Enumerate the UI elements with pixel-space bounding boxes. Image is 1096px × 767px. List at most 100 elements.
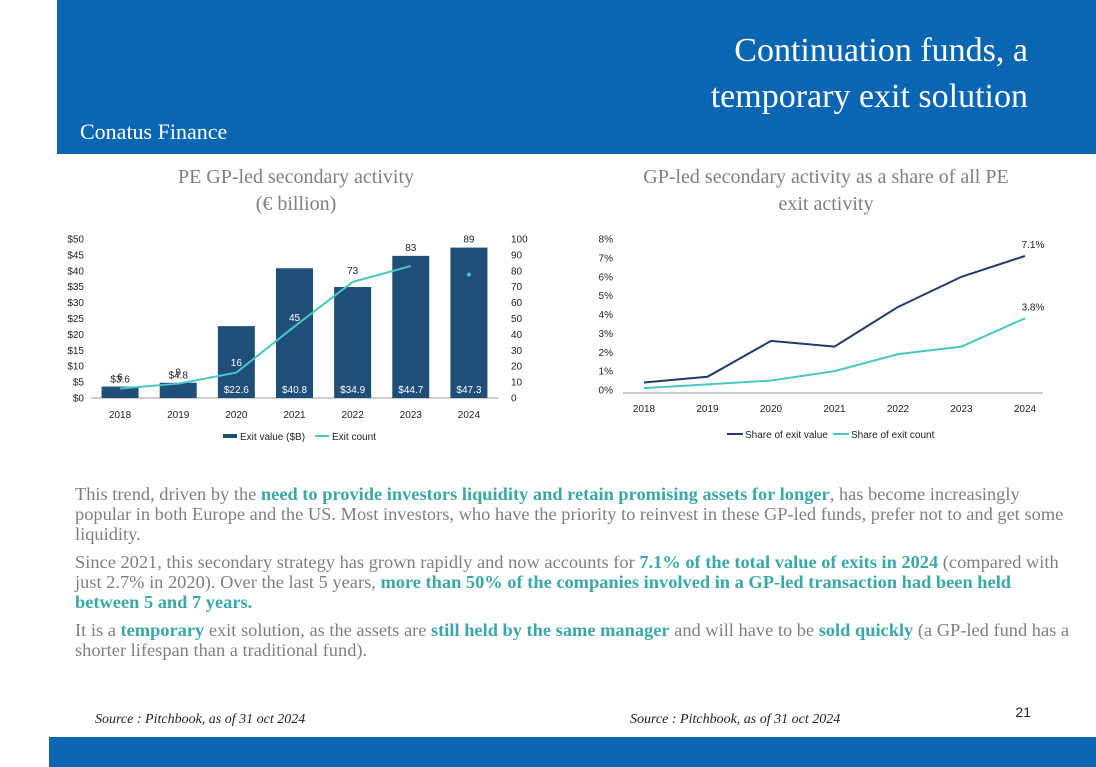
chart1-title-line-1: PE GP-led secondary activity — [177, 166, 415, 188]
text-segment: and will have to be — [669, 620, 819, 640]
y-tick-label: 2% — [599, 348, 614, 359]
x-tick-label: 2020 — [760, 404, 783, 415]
legend-label-exit-value: Exit value ($B) — [240, 432, 305, 443]
y-right-tick-label: 60 — [511, 298, 523, 309]
text-segment: It is a — [75, 620, 121, 640]
chart-exit-value-count: $0 $5 $10 $15 $20 $25 $30 $35 $40 $45 $50 0 10 20 30 40… — [67, 235, 528, 444]
y-left-tick-label: $30 — [67, 298, 84, 309]
bar-data-label: $47.3 — [456, 385, 481, 396]
highlight-text: 7.1% of the total value of exits in 2024 — [639, 552, 939, 572]
y-left-tick-label: $45 — [67, 250, 84, 261]
y-left-tick-label: $5 — [73, 378, 85, 389]
y-tick-label: 7% — [599, 253, 614, 264]
chart2-title-line-2: exit activity — [778, 193, 874, 215]
slide-title-line-1: Continuation funds, a — [734, 32, 1028, 69]
highlight-text: more than 50% of the companies involved … — [75, 572, 1012, 612]
bar — [276, 268, 313, 398]
x-tick-label: 2018 — [633, 404, 656, 415]
bar-data-label: $3.6 — [110, 375, 130, 386]
brand-name: Conatus Finance — [80, 119, 228, 144]
chart1-title: PE GP-led secondary activity (€ billion) — [96, 164, 496, 218]
highlight-text: sold quickly — [818, 620, 914, 640]
y-right-tick-label: 20 — [511, 362, 523, 373]
bar — [101, 386, 139, 398]
x-tick-label: 2022 — [342, 410, 365, 421]
paragraph-1: This trend, driven by the need to provid… — [75, 484, 1075, 544]
y-tick-label: 3% — [599, 329, 614, 340]
exit-count-label: 73 — [347, 266, 359, 277]
y-left-tick-label: $50 — [67, 235, 84, 246]
x-tick-label: 2023 — [950, 404, 973, 415]
y-left-tick-label: $40 — [67, 266, 84, 277]
chart1-title-line-2: (€ billion) — [255, 193, 337, 215]
exit-count-label: 16 — [231, 358, 243, 369]
x-tick-label: 2024 — [458, 410, 481, 421]
y-right-tick-label: 0 — [511, 394, 517, 405]
exit-count-label: 83 — [405, 243, 417, 254]
source-note-right: Source : Pitchbook, as of 31 oct 2024 — [630, 712, 841, 727]
legend-label-exit-count: Exit count — [332, 432, 376, 443]
series-end-label: 7.1% — [1022, 240, 1045, 251]
legend-label-share-count: Share of exit count — [851, 430, 935, 441]
x-tick-label: 2024 — [1014, 404, 1037, 415]
x-tick-label: 2023 — [400, 410, 423, 421]
y-right-tick-label: 100 — [511, 235, 528, 246]
x-tick-label: 2020 — [225, 410, 248, 421]
y-right-tick-label: 80 — [511, 266, 523, 277]
y-left-tick-label: $25 — [67, 314, 84, 325]
slide-title-line-2: temporary exit solution — [710, 78, 1028, 115]
bar — [159, 382, 197, 398]
highlight-text: need to provide investors liquidity and … — [260, 484, 830, 504]
text-segment: (a GP-led fund has a shorter lifespan th… — [75, 620, 1070, 660]
paragraph-3: It is a temporary exit solution, as the … — [75, 620, 1075, 660]
bar-data-label: $4.8 — [168, 371, 188, 382]
y-tick-label: 0% — [599, 386, 614, 397]
bar-data-label: $40.8 — [282, 385, 307, 396]
x-tick-label: 2022 — [887, 404, 910, 415]
exit-count-label: 45 — [289, 313, 301, 324]
y-tick-label: 4% — [599, 310, 614, 321]
bar — [450, 247, 488, 398]
y-right-tick-label: 40 — [511, 330, 523, 341]
exit-count-label: 6 — [117, 372, 123, 383]
x-tick-label: 2021 — [283, 410, 306, 421]
exit-count-line — [119, 265, 412, 390]
y-left-tick-label: $35 — [67, 282, 84, 293]
chart2-title-line-1: GP-led secondary activity as a share of … — [643, 166, 1009, 188]
y-tick-label: 5% — [599, 291, 614, 302]
body-text: This trend, driven by the need to provid… — [75, 484, 1075, 668]
x-tick-label: 2021 — [823, 404, 846, 415]
footer-band — [49, 737, 1096, 767]
legend-label-share-value: Share of exit value — [745, 430, 828, 441]
x-tick-label: 2019 — [167, 410, 190, 421]
share-of-exit-value-line — [643, 255, 1026, 384]
highlight-text: still held by the same manager — [431, 620, 670, 640]
header-band: Continuation funds, a temporary exit sol… — [57, 0, 1096, 154]
highlight-text: temporary — [120, 620, 205, 640]
text-segment: (compared with just 2.7% in 2020). Over … — [75, 552, 1059, 592]
text-segment: Since 2021, this secondary strategy has … — [75, 552, 640, 572]
paragraph-2: Since 2021, this secondary strategy has … — [75, 552, 1075, 612]
bar-data-label: $34.9 — [340, 385, 365, 396]
bar-data-label: $22.6 — [224, 385, 249, 396]
exit-count-label: 89 — [463, 235, 475, 246]
exit-count-label: 9 — [175, 368, 181, 379]
y-tick-label: 6% — [599, 272, 614, 283]
y-right-tick-label: 90 — [511, 250, 523, 261]
bar — [392, 255, 430, 398]
page-number: 21 — [1015, 704, 1031, 720]
y-tick-label: 8% — [599, 235, 614, 246]
y-left-tick-label: $20 — [67, 330, 84, 341]
y-left-tick-label: $10 — [67, 362, 84, 373]
y-tick-label: 1% — [599, 367, 614, 378]
chart2-title: GP-led secondary activity as a share of … — [596, 164, 1056, 218]
x-tick-label: 2018 — [109, 410, 132, 421]
y-left-tick-label: $15 — [67, 346, 84, 357]
text-segment: , has become increasingly popular in bot… — [75, 484, 1064, 544]
chart-share-of-exit: 0% 1% 2% 3% 4% 5% 6% 7% 8% 2018 2019 2020 2021 2022 20… — [599, 235, 1045, 442]
y-right-tick-label: 10 — [511, 378, 523, 389]
series-end-label: 3.8% — [1022, 302, 1045, 313]
text-segment: This trend, driven by the — [75, 484, 261, 504]
x-tick-label: 2019 — [696, 404, 719, 415]
y-left-tick-label: $0 — [73, 394, 85, 405]
